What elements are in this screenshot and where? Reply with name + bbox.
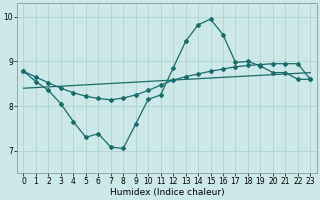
X-axis label: Humidex (Indice chaleur): Humidex (Indice chaleur) <box>109 188 224 197</box>
